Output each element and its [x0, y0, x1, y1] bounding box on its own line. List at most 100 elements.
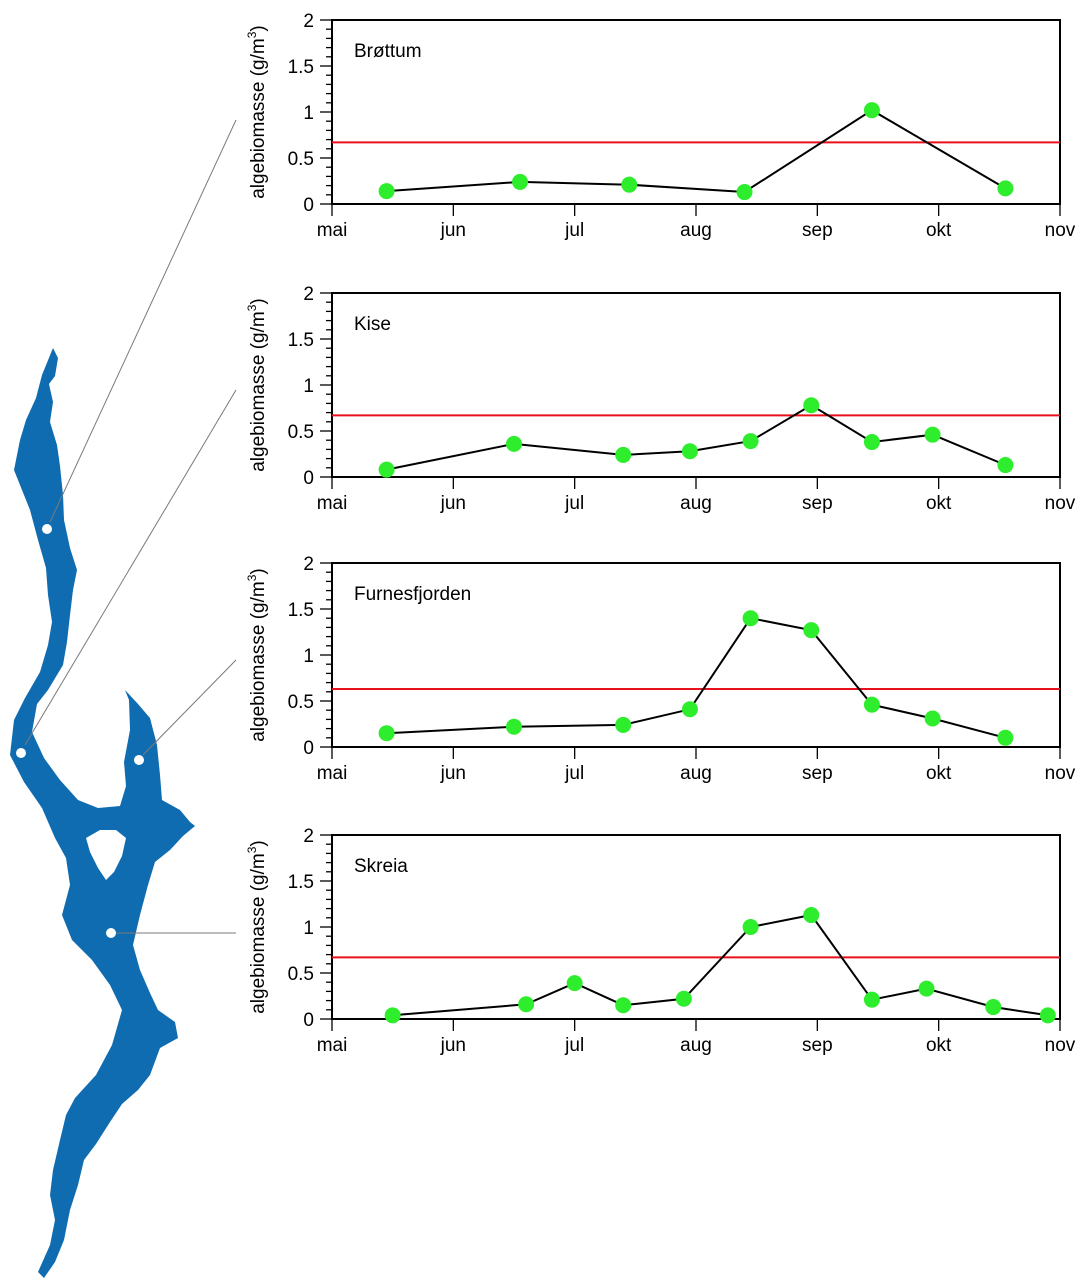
y-axis-label-close: ): [248, 25, 269, 31]
x-tick-label: nov: [1045, 493, 1076, 514]
data-point: [863, 434, 880, 451]
data-point: [621, 176, 638, 193]
y-tick-label: 0: [303, 738, 314, 759]
y-tick-label: 1: [303, 646, 314, 667]
x-tick-label: sep: [802, 493, 833, 514]
y-axis-label-superscript: 3: [245, 304, 259, 311]
y-tick-label: 0.5: [288, 964, 314, 985]
x-tick-label: jul: [564, 493, 584, 514]
y-axis-label-close: ): [248, 568, 269, 574]
data-point: [506, 718, 522, 735]
data-point: [1039, 1007, 1056, 1024]
y-tick-label: 0.5: [288, 422, 314, 443]
x-tick-label: okt: [926, 220, 952, 241]
data-point: [681, 701, 698, 718]
chart-panels: 0 0.5 1 1.5 2 mai jun jul aug sep okt nov algebiomas…: [245, 11, 1076, 1056]
chart-panel-brottum: 0 0.5 1 1.5 2 mai jun jul aug sep okt nov algebiomas…: [245, 11, 1076, 241]
y-axis-label: algebiomasse (g/m3): [245, 25, 269, 199]
data-point: [918, 980, 935, 997]
station-dot-kise: [16, 748, 26, 758]
data-point: [566, 975, 583, 992]
data-point: [378, 725, 395, 742]
x-tick-label: okt: [926, 1035, 952, 1056]
data-point: [518, 996, 535, 1013]
data-point: [512, 173, 529, 190]
y-axis-label-text: algebiomasse (g/m: [248, 581, 269, 742]
y-axis-label: algebiomasse (g/m3): [245, 298, 269, 472]
y-tick-label: 1: [303, 918, 314, 939]
data-point: [997, 180, 1014, 197]
series-line: [386, 617, 1006, 739]
x-tick-label: sep: [802, 763, 833, 784]
x-tick-label: sep: [802, 1035, 833, 1056]
y-axis-label-superscript: 3: [245, 574, 259, 581]
series-line: [386, 109, 1006, 194]
y-axis-label-close: ): [248, 840, 269, 846]
data-point: [742, 919, 759, 935]
y-axis-label: algebiomasse (g/m3): [245, 568, 269, 742]
x-tick-label: okt: [926, 493, 952, 514]
lake-shape: [10, 348, 195, 1278]
data-point: [675, 990, 692, 1007]
plot-frame: [331, 834, 1061, 1020]
data-point: [681, 443, 698, 460]
data-point: [985, 999, 1002, 1016]
data-point: [615, 716, 632, 733]
data-point: [803, 907, 820, 924]
x-tick-label: jun: [440, 1035, 466, 1056]
data-point: [615, 446, 632, 463]
x-tick-label: mai: [317, 493, 348, 514]
station-name-brottum: Brøttum: [354, 41, 422, 62]
connector-line-kise: [24, 389, 237, 746]
data-point: [863, 696, 880, 713]
data-point: [997, 729, 1014, 746]
y-tick-label: 1: [303, 376, 314, 397]
x-tick-label: aug: [680, 220, 712, 241]
x-tick-label: nov: [1045, 1035, 1076, 1056]
connector-line-furnesfjorden: [142, 659, 237, 756]
data-point: [863, 991, 880, 1008]
y-tick-label: 1.5: [288, 872, 314, 893]
data-point: [506, 435, 522, 452]
data-point: [863, 102, 880, 119]
x-tick-label: jun: [440, 763, 466, 784]
data-point: [924, 426, 941, 443]
lake-island: [86, 830, 126, 880]
x-tick-label: sep: [802, 220, 833, 241]
connector-line-brottum: [49, 119, 237, 523]
lake-map: [10, 348, 195, 1278]
y-tick-label: 0: [303, 195, 314, 216]
y-axis-label-superscript: 3: [245, 31, 259, 38]
data-point: [378, 183, 395, 200]
y-tick-label: 1.5: [288, 330, 314, 351]
data-point: [742, 610, 759, 627]
x-tick-label: nov: [1045, 220, 1076, 241]
data-point: [803, 397, 820, 414]
y-tick-label: 1: [303, 103, 314, 124]
chart-panel-furnesfjorden: 0 0.5 1 1.5 2 mai jun jul aug sep okt nov algebiomas…: [245, 554, 1076, 784]
x-tick-label: jul: [564, 763, 584, 784]
data-point: [997, 457, 1014, 474]
x-tick-label: mai: [317, 220, 348, 241]
chart-panel-skreia: 0 0.5 1 1.5 2 mai jun jul aug sep okt nov algebiomas…: [245, 826, 1076, 1056]
y-tick-label: 0: [303, 1010, 314, 1031]
y-axis-label-close: ): [248, 298, 269, 304]
y-tick-label: 0: [303, 468, 314, 489]
y-tick-label: 1.5: [288, 600, 314, 621]
station-name-kise: Kise: [354, 314, 391, 335]
x-tick-label: jun: [440, 493, 466, 514]
plot-frame: [331, 19, 1061, 205]
data-point: [803, 622, 820, 639]
y-tick-label: 0.5: [288, 692, 314, 713]
x-tick-label: okt: [926, 763, 952, 784]
y-axis-label: algebiomasse (g/m3): [245, 840, 269, 1014]
y-tick-label: 1.5: [288, 57, 314, 78]
series-line: [392, 913, 1049, 1017]
data-point: [924, 710, 941, 727]
station-dot-skreia: [106, 928, 116, 938]
y-axis-label-text: algebiomasse (g/m: [248, 311, 269, 472]
station-dot-furnesfjorden: [134, 755, 144, 765]
y-tick-label: 2: [303, 11, 314, 32]
y-tick-label: 2: [303, 284, 314, 305]
station-name-furnesfjorden: Furnesfjorden: [354, 584, 471, 605]
